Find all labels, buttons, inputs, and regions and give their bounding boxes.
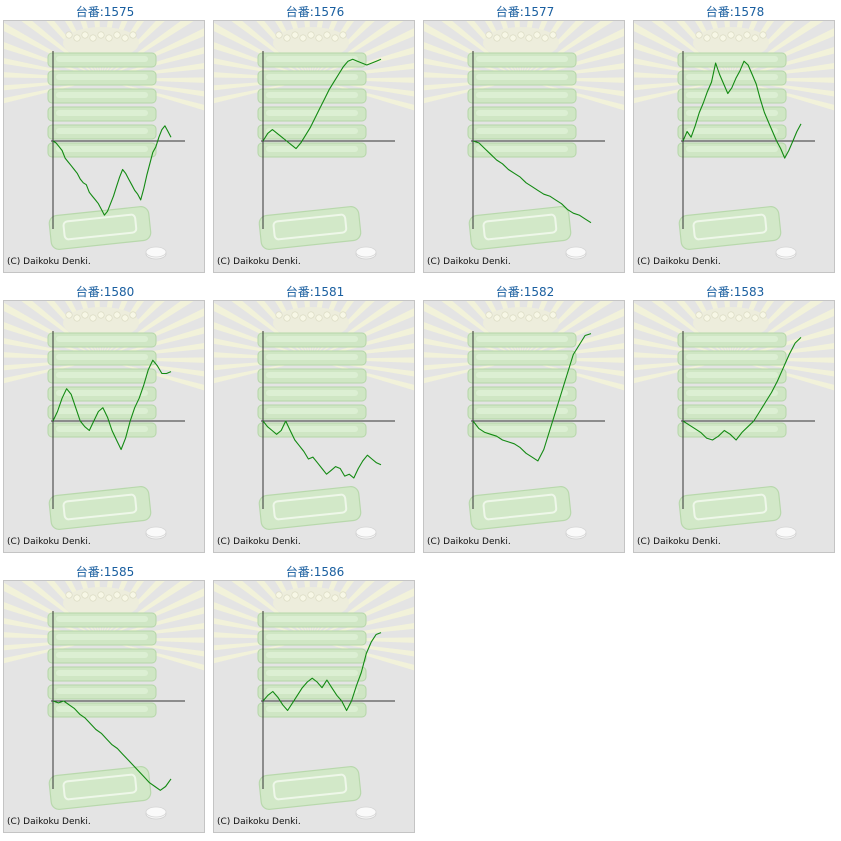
chart-panel: (C) Daikoku Denki. (213, 580, 415, 833)
chart-panel: (C) Daikoku Denki. (3, 300, 205, 553)
machine-number-title[interactable]: 台番:1577 (495, 5, 555, 19)
machine-chart-cell: 台番:1575 (C) Daikoku Denki. (0, 0, 210, 280)
chart-panel: (C) Daikoku Denki. (213, 20, 415, 273)
machine-chart-cell: 台番:1582 (C) Daikoku Denki. (420, 280, 630, 560)
copyright-text: (C) Daikoku Denki. (217, 817, 301, 827)
machine-number-title[interactable]: 台番:1581 (285, 285, 345, 299)
slump-graph (4, 301, 204, 540)
slump-graph (214, 21, 414, 260)
copyright-text: (C) Daikoku Denki. (7, 817, 91, 827)
machine-chart-cell: 台番:1586 (C) Daikoku Denki. (210, 560, 420, 840)
copyright-text: (C) Daikoku Denki. (7, 537, 91, 547)
copyright-text: (C) Daikoku Denki. (217, 257, 301, 267)
copyright-text: (C) Daikoku Denki. (637, 257, 721, 267)
slump-graph (214, 301, 414, 540)
slot-machine-background (634, 301, 834, 540)
slot-machine-background (214, 301, 414, 540)
slot-machine-background (424, 301, 624, 540)
machine-number-title[interactable]: 台番:1580 (75, 285, 135, 299)
balance-line (52, 700, 172, 791)
machine-number-title[interactable]: 台番:1575 (75, 5, 135, 19)
balance-line (262, 58, 382, 150)
slump-graph (4, 581, 204, 820)
chart-panel: (C) Daikoku Denki. (633, 300, 835, 553)
balance-line (472, 333, 592, 462)
chart-panel: (C) Daikoku Denki. (423, 20, 625, 273)
slump-graph (634, 21, 834, 260)
machine-chart-cell: 台番:1581 (C) Daikoku Denki. (210, 280, 420, 560)
slot-machine-background (4, 21, 204, 260)
chart-panel: (C) Daikoku Denki. (423, 300, 625, 553)
slump-graph (424, 301, 624, 540)
machine-chart-cell: 台番:1580 (C) Daikoku Denki. (0, 280, 210, 560)
balance-line (262, 632, 382, 712)
machine-number-title[interactable]: 台番:1576 (285, 5, 345, 19)
balance-line (682, 60, 802, 159)
balance-line (472, 140, 592, 224)
slot-machine-background (424, 21, 624, 260)
copyright-text: (C) Daikoku Denki. (217, 537, 301, 547)
machine-chart-cell: 台番:1585 (C) Daikoku Denki. (0, 560, 210, 840)
slump-graph (4, 21, 204, 260)
balance-line (52, 125, 172, 216)
slot-machine-background (214, 21, 414, 260)
chart-panel: (C) Daikoku Denki. (633, 20, 835, 273)
machine-number-title[interactable]: 台番:1585 (75, 565, 135, 579)
machine-chart-cell: 台番:1583 (C) Daikoku Denki. (630, 280, 840, 560)
machine-number-title[interactable]: 台番:1578 (705, 5, 765, 19)
machine-chart-cell: 台番:1576 (C) Daikoku Denki. (210, 0, 420, 280)
machine-chart-cell: 台番:1577 (C) Daikoku Denki. (420, 0, 630, 280)
machine-chart-cell: 台番:1578 (C) Daikoku Denki. (630, 0, 840, 280)
chart-panel: (C) Daikoku Denki. (3, 20, 205, 273)
balance-line (52, 359, 172, 451)
slot-machine-background (4, 581, 204, 820)
slump-graph (634, 301, 834, 540)
slump-graph (214, 581, 414, 820)
machine-number-title[interactable]: 台番:1582 (495, 285, 555, 299)
machine-number-title[interactable]: 台番:1583 (705, 285, 765, 299)
copyright-text: (C) Daikoku Denki. (427, 537, 511, 547)
copyright-text: (C) Daikoku Denki. (7, 257, 91, 267)
balance-line (682, 337, 802, 441)
slot-machine-background (214, 581, 414, 820)
balance-line (262, 420, 382, 479)
machine-number-title[interactable]: 台番:1586 (285, 565, 345, 579)
slump-graph (424, 21, 624, 260)
chart-panel: (C) Daikoku Denki. (3, 580, 205, 833)
copyright-text: (C) Daikoku Denki. (427, 257, 511, 267)
slot-machine-background (634, 21, 834, 260)
slot-machine-background (4, 301, 204, 540)
chart-panel: (C) Daikoku Denki. (213, 300, 415, 553)
copyright-text: (C) Daikoku Denki. (637, 537, 721, 547)
